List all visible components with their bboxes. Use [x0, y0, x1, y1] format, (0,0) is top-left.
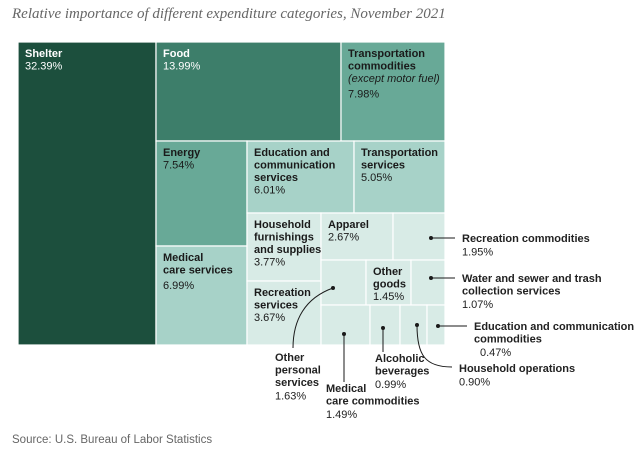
cell-label-shelter: Shelter — [25, 48, 63, 60]
cell-label-edu_comm_services: communication — [254, 160, 336, 172]
outside-value-recreation_commodities: 1.95% — [462, 247, 493, 259]
outside-label-recreation_commodities: Recreation commodities — [462, 233, 590, 245]
treemap-cell-household_operations — [399, 304, 428, 346]
outside-value-alcoholic_beverages: 0.99% — [375, 379, 406, 391]
treemap-cell-medical_services — [155, 245, 248, 346]
treemap-cell-recreation_commodities — [392, 212, 446, 261]
outside-value-household_operations: 0.90% — [459, 377, 490, 389]
cell-label-transport_commodities: Transportation — [348, 48, 425, 60]
outside-value-medical_commodities: 1.49% — [326, 409, 357, 421]
outside-label-alcoholic_beverages: beverages — [375, 366, 429, 378]
treemap-cell-edu_comm_commodities — [426, 304, 446, 346]
outside-label-other_personal_services: personal — [275, 365, 321, 377]
outside-value-edu_comm_commodities: 0.47% — [480, 347, 511, 359]
cell-value-apparel: 2.67% — [328, 232, 359, 244]
leader-dot-edu_comm_commodities — [436, 324, 440, 328]
cell-label-household_furnishings: and supplies — [254, 244, 321, 256]
leader-dot-household_operations — [415, 323, 419, 327]
leader-dot-recreation_commodities — [429, 236, 433, 240]
cell-label-transport_services: Transportation — [361, 147, 438, 159]
treemap-cell-transport_services — [353, 140, 446, 214]
cell-label-household_furnishings: furnishings — [254, 232, 314, 244]
cell-value-medical_services: 6.99% — [163, 280, 194, 292]
treemap-cell-shelter — [17, 41, 157, 346]
chart-title: Relative importance of different expendi… — [12, 6, 446, 22]
cell-label-energy: Energy — [163, 147, 201, 159]
leader-line-household_operations — [416, 324, 453, 368]
outside-label-edu_comm_commodities: commodities — [474, 334, 542, 346]
cell-label-transport_services: services — [361, 160, 405, 172]
treemap-cell-alcoholic_beverages — [369, 304, 401, 346]
outside-value-other_personal_services: 1.63% — [275, 391, 306, 403]
outside-label-edu_comm_commodities: Education and communication — [474, 321, 634, 333]
leader-dot-other_personal_services — [331, 286, 335, 290]
cell-label-recreation_services: Recreation — [254, 287, 311, 299]
treemap-cell-apparel — [320, 212, 394, 261]
cell-value-edu_comm_services: 6.01% — [254, 185, 285, 197]
cell-value-other_goods: 1.45% — [373, 291, 404, 303]
cell-value-energy: 7.54% — [163, 160, 194, 172]
cell-label-other_goods: Other — [373, 266, 403, 278]
outside-label-medical_commodities: Medical — [326, 383, 366, 395]
treemap-cell-medical_commodities — [320, 304, 371, 346]
treemap-cell-recreation_services — [246, 280, 322, 346]
treemap-cell-household_furnishings — [246, 212, 322, 282]
cell-label-medical_services: Medical — [163, 252, 203, 264]
treemap-cell-water_sewer_trash — [410, 259, 446, 306]
cell-label-transport_commodities: commodities — [348, 61, 416, 73]
leader-line-other_personal_services — [292, 287, 334, 349]
outside-label-medical_commodities: care commodities — [326, 396, 420, 408]
cell-label-apparel: Apparel — [328, 219, 369, 231]
cell-label-edu_comm_services: Education and — [254, 147, 330, 159]
cell-value-food: 13.99% — [163, 61, 201, 73]
cell-label-medical_services: care services — [163, 265, 233, 277]
outside-label-household_operations: Household operations — [459, 363, 575, 375]
treemap-cell-other_personal_services — [320, 259, 367, 306]
outside-label-water_sewer_trash: Water and sewer and trash — [462, 273, 602, 285]
leader-dot-medical_commodities — [342, 332, 346, 336]
outside-label-alcoholic_beverages: Alcoholic — [375, 353, 425, 365]
leader-dot-water_sewer_trash — [429, 276, 433, 280]
cell-value-transport_services: 5.05% — [361, 172, 392, 184]
cell-label-recreation_services: services — [254, 300, 298, 312]
cell-note-transport_commodities: (except motor fuel) — [348, 73, 440, 85]
cell-label-household_furnishings: Household — [254, 219, 311, 231]
outside-label-other_personal_services: services — [275, 377, 319, 389]
cell-label-edu_comm_services: services — [254, 172, 298, 184]
outside-value-water_sewer_trash: 1.07% — [462, 299, 493, 311]
leader-dot-alcoholic_beverages — [381, 326, 385, 330]
outside-label-other_personal_services: Other — [275, 352, 305, 364]
cell-value-shelter: 32.39% — [25, 61, 63, 73]
cell-label-other_goods: goods — [373, 279, 406, 291]
cell-value-household_furnishings: 3.77% — [254, 257, 285, 269]
cell-value-recreation_services: 3.67% — [254, 312, 285, 324]
cell-value-transport_commodities: 7.98% — [348, 89, 379, 101]
chart-source: Source: U.S. Bureau of Labor Statistics — [12, 434, 213, 446]
cell-label-food: Food — [163, 48, 190, 60]
outside-label-water_sewer_trash: collection services — [462, 286, 560, 298]
